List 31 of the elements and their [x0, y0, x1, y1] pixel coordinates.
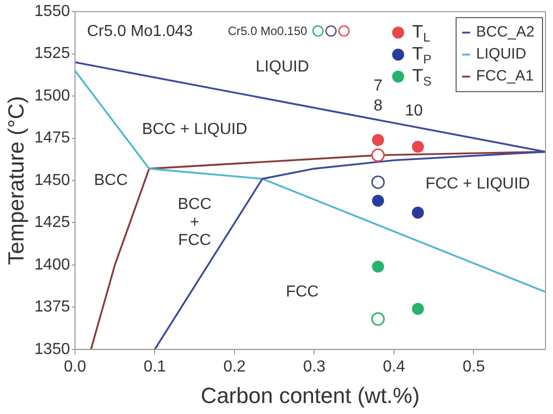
- x-axis-title: Carbon content (wt.%): [200, 382, 420, 408]
- y-tick-label: 1500: [34, 87, 70, 104]
- x-tick-label: 0.3: [303, 358, 326, 376]
- x-tick-label: 0.5: [462, 358, 485, 376]
- x-tick-label: 0.2: [223, 358, 246, 376]
- y-axis-title: Temperature (°C): [3, 96, 28, 265]
- annotation: FCC: [286, 283, 319, 300]
- y-tick-label: 1425: [34, 214, 70, 232]
- annotation: BCC: [94, 172, 128, 189]
- annotation: Cr5.0 Mo1.043: [86, 23, 193, 40]
- x-tick-label: 0.1: [144, 358, 166, 376]
- annotation: BCC + LIQUID: [142, 121, 248, 138]
- annotation: Cr5.0 Mo0.150: [228, 24, 308, 38]
- y-tick-label: 1450: [34, 172, 70, 189]
- annotation: 7: [374, 77, 383, 94]
- y-tick-label: 1475: [34, 130, 70, 147]
- legend-label: LIQUID: [476, 46, 526, 63]
- annotation: LIQUID: [256, 58, 310, 76]
- legend-label: BCC_A2: [476, 24, 534, 41]
- y-tick-label: 1550: [34, 3, 70, 20]
- y-tick-label: 1375: [34, 298, 70, 316]
- annotation: 8: [374, 98, 383, 115]
- annotation: FCC + LIQUID: [425, 175, 530, 192]
- x-tick-label: 0.4: [382, 358, 406, 376]
- legend-label: FCC_A1: [476, 68, 534, 85]
- y-tick-label: 1525: [34, 45, 70, 62]
- y-tick-label: 1400: [34, 256, 70, 274]
- x-tick-label: 0.0: [64, 358, 86, 376]
- y-tick-label: 1350: [34, 340, 70, 358]
- annotation: 10: [405, 102, 423, 120]
- annotation: BCC + FCC: [178, 196, 212, 250]
